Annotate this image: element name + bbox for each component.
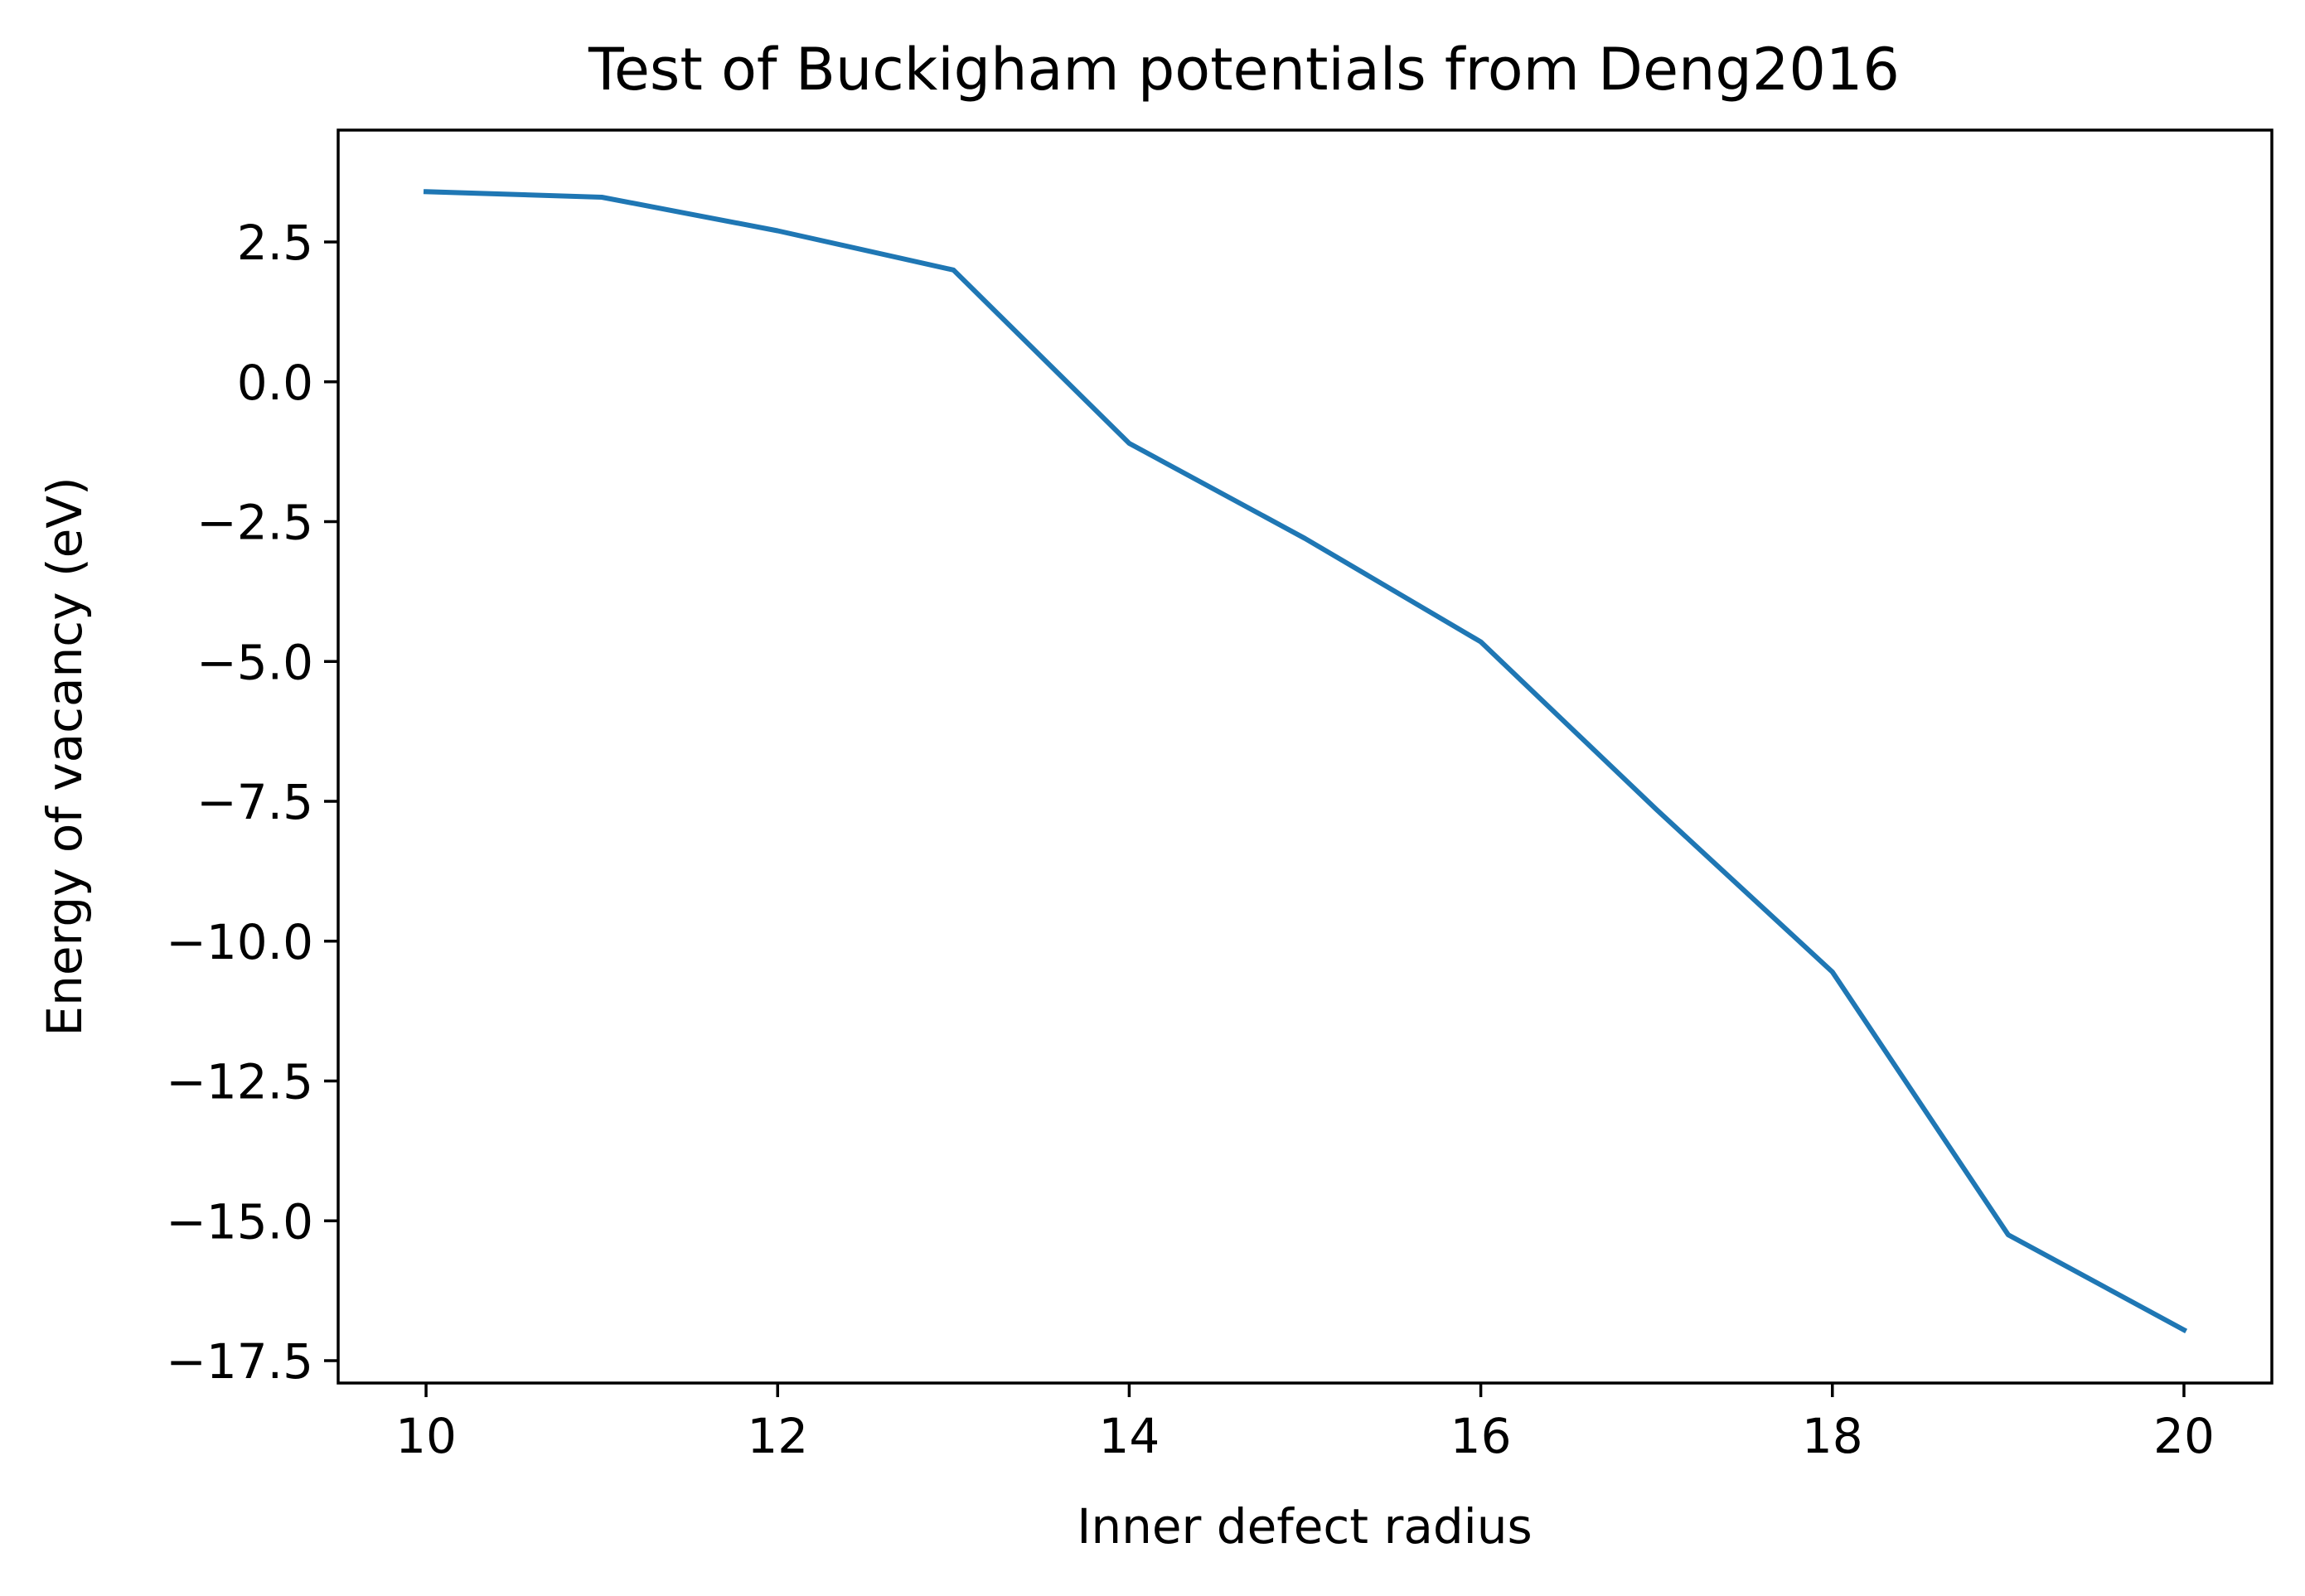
y-tick-label: −2.5 <box>196 495 313 551</box>
x-axis-label: Inner defect radius <box>1077 1498 1533 1555</box>
chart-title: Test of Buckigham potentials from Deng20… <box>588 36 1900 104</box>
x-axis: 10 12 14 16 18 20 <box>395 1383 2215 1464</box>
y-tick-label: −10.0 <box>166 914 313 970</box>
x-tick-label: 20 <box>2153 1408 2215 1464</box>
x-tick-label: 18 <box>1802 1408 1863 1464</box>
y-tick-label: −7.5 <box>196 774 313 830</box>
y-tick-label: −12.5 <box>166 1054 313 1110</box>
x-tick-label: 12 <box>747 1408 808 1464</box>
x-tick-label: 14 <box>1099 1408 1160 1464</box>
y-tick-label: −5.0 <box>196 634 313 690</box>
y-axis-label: Energy of vacancy (eV) <box>36 476 93 1036</box>
series-line-0 <box>423 189 2188 1333</box>
y-tick-label: −17.5 <box>166 1333 313 1390</box>
y-tick-label: −15.0 <box>166 1193 313 1250</box>
plot-area <box>423 189 2188 1333</box>
x-tick-label: 10 <box>395 1408 457 1464</box>
y-tick-label: 0.0 <box>237 355 313 411</box>
y-tick-label: 2.5 <box>237 215 313 271</box>
axes-frame <box>337 128 2274 1385</box>
x-tick-label: 16 <box>1450 1408 1512 1464</box>
y-axis: 2.5 0.0 −2.5 −5.0 −7.5 −10.0 −12.5 −15.0 −17.5 <box>166 215 338 1390</box>
